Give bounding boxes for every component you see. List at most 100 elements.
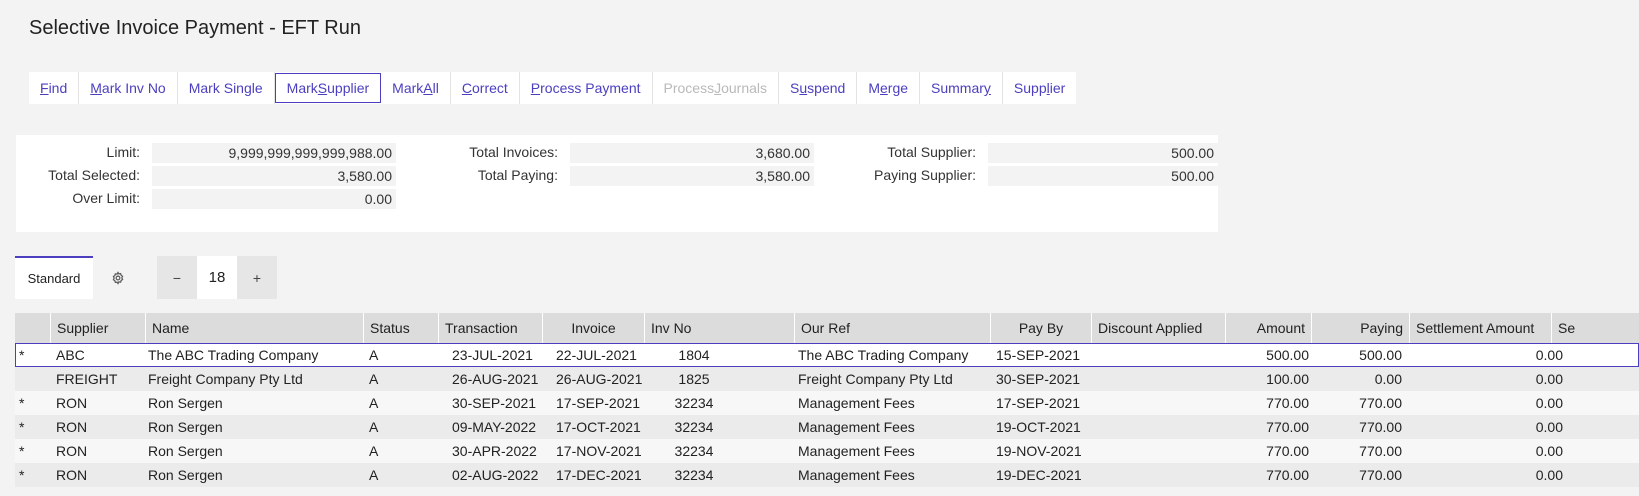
column-header-supplier[interactable]: Supplier [50,313,145,343]
cell-status: A [369,419,379,435]
access-key: F [40,80,49,96]
column-header-paying[interactable]: Paying [1311,313,1409,343]
button-label-part: Process [663,80,715,96]
cell-paying: 500.00 [1359,347,1402,363]
cell-pay-by: 19-OCT-2021 [996,419,1081,435]
mark-single-button[interactable]: Mark Sin g le [177,72,275,104]
column-header-discount-applied[interactable]: Discount Applied [1091,313,1225,343]
cell-supplier: ABC [56,347,85,363]
cell-amount: 770.00 [1266,443,1309,459]
column-header-status[interactable]: Status [363,313,438,343]
column-header-invoice[interactable]: Invoice [542,313,644,343]
cell-marker: * [19,419,25,435]
button-label-part: spend [807,80,846,96]
column-header-inv-no[interactable]: Inv No [644,313,794,343]
cell-invoice: 22-JUL-2021 [556,347,637,363]
cell-supplier: RON [56,395,88,411]
cell-settlement-amount: 0.00 [1535,395,1563,411]
column-header-marker[interactable] [15,313,50,343]
column-header-settlement-amount[interactable]: Settlement Amount [1409,313,1551,343]
increment-button[interactable]: + [252,269,262,286]
paying-supplier-value: 500.00 [988,166,1218,186]
cell-name: The ABC Trading Company [148,347,319,363]
total-invoices-value: 3,680.00 [570,143,814,163]
column-header-name[interactable]: Name [145,313,363,343]
cell-settlement-amount: 0.00 [1535,467,1563,483]
decrement-button[interactable]: − [172,269,182,286]
button-label-part: Mark [392,80,424,96]
access-key: l [1046,80,1050,96]
cell-settlement-amount: 0.00 [1535,419,1563,435]
cell-our-ref: The ABC Trading Company [798,347,969,363]
access-key: J [714,80,722,96]
total-invoices-label: Total Invoices: [469,144,558,160]
cell-our-ref: Management Fees [798,419,915,435]
cell-amount: 500.00 [1266,347,1309,363]
cell-marker: * [19,443,25,459]
cell-marker: * [19,347,25,363]
cell-name: Ron Sergen [148,395,223,411]
cell-pay-by: 17-SEP-2021 [996,395,1081,411]
cell-name: Freight Company Pty Ltd [148,371,303,387]
tab-standard[interactable]: Standard [15,256,93,299]
button-label-part: ind [48,80,68,96]
total-selected-value: 3,580.00 [152,166,396,186]
cell-transaction: 30-SEP-2021 [452,395,537,411]
table-row[interactable]: FREIGHT Freight Company Pty Ltd A 26-AUG-20… [15,367,1639,391]
column-header-amount[interactable]: Amount [1225,313,1311,343]
cell-amount: 770.00 [1266,395,1309,411]
access-key: e [879,80,888,96]
cell-invoice: 17-OCT-2021 [556,419,641,435]
cell-status: A [369,395,379,411]
cell-our-ref: Management Fees [798,467,915,483]
column-header-transaction[interactable]: Transaction [438,313,542,343]
table-row[interactable]: * ABC The ABC Trading Company A 23-JUL-2021 2… [15,343,1639,367]
over-limit-value: 0.00 [152,189,396,209]
cell-paying: 770.00 [1359,443,1402,459]
cell-status: A [369,467,379,483]
gear-icon[interactable] [93,256,143,299]
cell-inv-no: 32234 [674,467,714,483]
cell-our-ref: Management Fees [798,443,915,459]
cell-our-ref: Management Fees [798,395,915,411]
button-label-part: Mark [286,80,318,96]
cell-pay-by: 19-NOV-2021 [996,443,1082,459]
cell-inv-no: 32234 [674,443,714,459]
total-paying-label: Total Paying: [477,167,558,183]
cell-inv-no: 32234 [674,419,714,435]
table-row[interactable]: * RON Ron Sergen A 09-MAY-2022 17-OCT-2021 322… [15,415,1639,439]
button-label-part: ournals [721,80,768,96]
cell-supplier: FREIGHT [56,371,118,387]
cell-name: Ron Sergen [148,443,223,459]
table-row[interactable]: * RON Ron Sergen A 30-APR-2022 17-NOV-2021 322… [15,439,1639,463]
cell-discount-applied [1091,391,1221,415]
access-key: u [799,80,808,96]
column-header-se[interactable]: Se [1551,313,1639,343]
button-label-part: Mark Sin [188,80,244,96]
access-key: S [317,80,328,96]
limit-value: 9,999,999,999,999,988.00 [152,143,396,163]
summary-button[interactable]: Summar y [920,72,1003,104]
view-tabs: Standard − 18 + [15,256,277,299]
table-row[interactable]: * RON Ron Sergen A 30-SEP-2021 17-SEP-2021 322… [15,391,1639,415]
column-header-our-ref[interactable]: Our Ref [794,313,990,343]
table-row[interactable]: * RON Ron Sergen A 02-AUG-2022 17-DEC-2021 322… [15,463,1639,487]
total-selected-label: Total Selected: [48,167,140,183]
column-header-pay-by[interactable]: Pay By [990,313,1091,343]
limit-label: Limit: [106,144,140,160]
cell-discount-applied [1091,343,1221,367]
button-label-part: ll [432,80,439,96]
supplier-button[interactable]: Supp l ier [1002,72,1077,104]
page-size-value[interactable]: 18 [197,256,237,299]
cell-settlement-amount: 0.00 [1535,347,1563,363]
access-key: M [90,80,102,96]
